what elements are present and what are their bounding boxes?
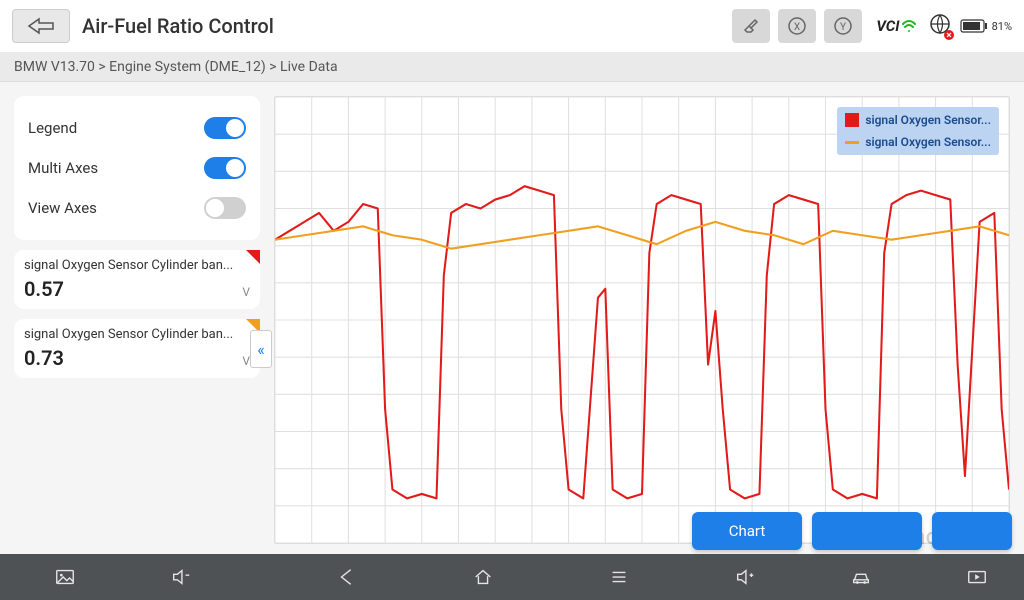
battery-status: 81% [960,19,1012,33]
vci-status: VCI [876,17,915,35]
signal-unit: V [242,285,250,299]
action-button-3[interactable] [932,512,1012,550]
volume-up-icon[interactable] [690,554,800,600]
legend-swatch [845,113,859,127]
system-navbar [0,554,1024,600]
view-axes-toggle[interactable] [204,197,246,219]
view-axes-label: View Axes [28,199,97,217]
collapse-sidebar-button[interactable]: « [250,330,272,368]
svg-text:Y: Y [840,22,846,33]
live-chart[interactable]: signal Oxygen Sensor... signal Oxygen Se… [274,96,1010,544]
multi-axes-toggle[interactable] [204,157,246,179]
signal-unit: V [242,354,250,368]
legend-swatch [845,141,859,144]
signal-value: 0.57 [24,277,64,301]
signal-value: 0.73 [24,346,64,370]
network-icon [928,12,952,40]
legend-toggle[interactable] [204,117,246,139]
signal-name: signal Oxygen Sensor Cylinder ban... [24,327,250,342]
legend-label: Legend [28,119,77,137]
gallery-icon[interactable] [10,554,120,600]
svg-text:X: X [794,22,800,33]
volume-down-icon[interactable] [126,554,236,600]
breadcrumb: BMW V13.70 > Engine System (DME_12) > Li… [0,52,1024,82]
brush-icon[interactable] [732,9,770,43]
page-title: Air-Fuel Ratio Control [82,14,720,38]
chart-legend: signal Oxygen Sensor... signal Oxygen Se… [837,107,999,155]
x-axis-button[interactable]: X [778,9,816,43]
chart-options-panel: Legend Multi Axes View Axes [14,96,260,240]
media-icon[interactable] [922,554,1024,600]
nav-recents-icon[interactable] [554,554,684,600]
signal-card[interactable]: signal Oxygen Sensor Cylinder ban... 0.5… [14,250,260,309]
signal-card[interactable]: signal Oxygen Sensor Cylinder ban... 0.7… [14,319,260,378]
signal-name: signal Oxygen Sensor Cylinder ban... [24,258,250,273]
nav-home-icon[interactable] [418,554,548,600]
nav-back-icon[interactable] [282,554,412,600]
multi-axes-label: Multi Axes [28,159,98,177]
action-button-2[interactable] [812,512,922,550]
chart-button[interactable]: Chart [692,512,802,550]
car-icon[interactable] [806,554,916,600]
y-axis-button[interactable]: Y [824,9,862,43]
back-button[interactable] [12,9,70,43]
